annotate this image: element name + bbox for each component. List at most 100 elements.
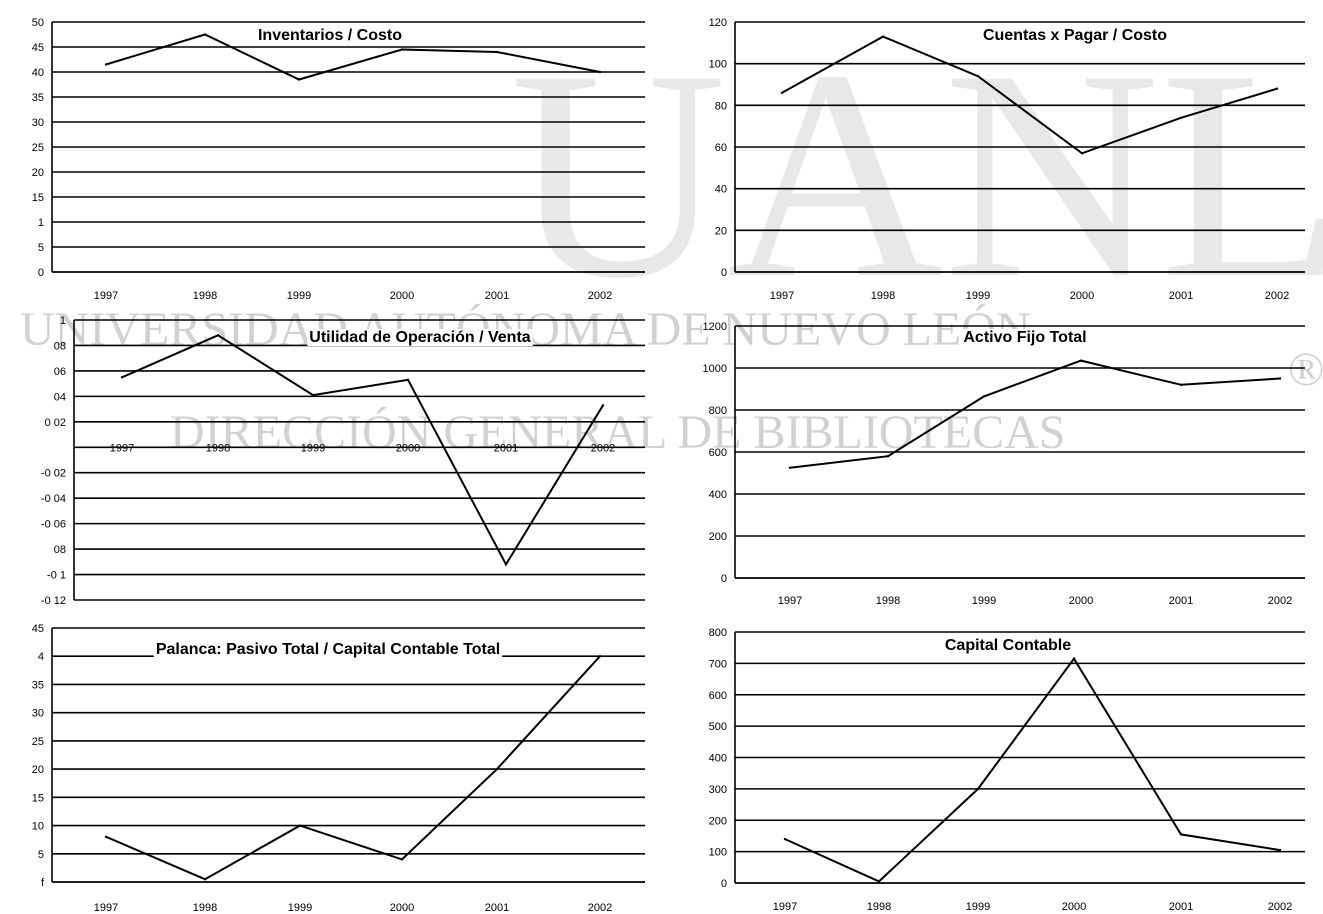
data-point bbox=[311, 393, 315, 397]
x-tick-label: 2000 bbox=[1070, 290, 1094, 302]
data-point bbox=[1179, 116, 1183, 120]
y-tick-label: 400 bbox=[709, 489, 727, 501]
y-tick-label: 0 bbox=[721, 878, 727, 890]
x-tick-label: 2000 bbox=[396, 442, 420, 454]
y-tick-label: 5 bbox=[38, 242, 44, 254]
x-tick-label: 1998 bbox=[871, 290, 895, 302]
x-tick-label: 1999 bbox=[301, 442, 325, 454]
data-point bbox=[504, 563, 508, 566]
y-tick-label: 45 bbox=[32, 623, 44, 635]
data-point bbox=[203, 877, 207, 881]
y-tick-label: 300 bbox=[709, 784, 727, 796]
data-point bbox=[120, 376, 124, 379]
y-tick-label: -0 12 bbox=[41, 595, 66, 607]
y-tick-label: 800 bbox=[709, 405, 727, 417]
chart-4: 0 200 400 600 800 1000 1200 1997 1998 1999 2000 200… bbox=[703, 321, 1305, 607]
data-point bbox=[976, 74, 980, 78]
data-point bbox=[1275, 87, 1279, 90]
x-tick-label: 2001 bbox=[485, 290, 509, 302]
chart-3: -0 12 -0 1 08 -0 06 -0 04 -0 02 0 02 04 06 08 1 199… bbox=[41, 315, 645, 607]
y-tick-label: 35 bbox=[32, 679, 44, 691]
x-tick-label: 1997 bbox=[94, 290, 118, 302]
chart-title: Cuentas x Pagar / Costo bbox=[983, 27, 1167, 44]
x-tick-label: 1998 bbox=[876, 595, 900, 607]
data-point bbox=[216, 334, 220, 337]
y-tick-label: 04 bbox=[54, 391, 66, 403]
y-tick-label: 4 bbox=[38, 651, 44, 663]
series-line bbox=[105, 33, 601, 81]
y-tick-label: 06 bbox=[54, 366, 66, 378]
data-point bbox=[881, 35, 885, 38]
y-tick-label: 20 bbox=[32, 764, 44, 776]
y-tick-label: 600 bbox=[709, 690, 727, 702]
data-point bbox=[203, 33, 207, 36]
x-tick-label: 1997 bbox=[110, 442, 134, 454]
series-line bbox=[121, 334, 604, 567]
chart-title-bg bbox=[153, 641, 503, 658]
y-tick-label: 30 bbox=[32, 708, 44, 720]
x-tick-label: 2001 bbox=[1169, 595, 1193, 607]
y-tick-label: 1200 bbox=[703, 321, 727, 333]
chart-1: 0 5 1 15 20 25 30 35 40 45 50 1997 1998 1999 2000 2001 2… bbox=[32, 17, 645, 302]
y-tick-label: 40 bbox=[715, 184, 727, 196]
series-line bbox=[781, 35, 1278, 155]
y-tick-label: 0 bbox=[721, 573, 727, 585]
y-tick-label: 20 bbox=[715, 225, 727, 237]
data-point bbox=[1179, 833, 1183, 836]
y-tick-label: 1 bbox=[38, 217, 44, 229]
x-tick-label: 1997 bbox=[773, 901, 797, 913]
y-tick-label: 35 bbox=[32, 92, 44, 104]
y-tick-label: 40 bbox=[32, 67, 44, 79]
x-tick-label: 1997 bbox=[94, 902, 118, 914]
data-point bbox=[400, 858, 404, 861]
x-tick-label: 2002 bbox=[588, 902, 612, 914]
data-point bbox=[297, 78, 301, 81]
series-line bbox=[784, 656, 1281, 883]
y-tick-label: 80 bbox=[715, 100, 727, 112]
chart-title: Inventarios / Costo bbox=[258, 27, 402, 44]
y-tick-label: 08 bbox=[54, 544, 66, 556]
chart-title: Activo Fijo Total bbox=[963, 329, 1086, 346]
x-tick-label: 2002 bbox=[588, 290, 612, 302]
data-point bbox=[495, 767, 499, 771]
data-point bbox=[1179, 383, 1183, 386]
y-tick-label: 100 bbox=[709, 59, 727, 71]
data-point bbox=[495, 50, 499, 54]
y-tick-label: 10 bbox=[32, 821, 44, 833]
chart-title-bg bbox=[307, 329, 533, 346]
x-tick-label: 2002 bbox=[591, 442, 615, 454]
chart-title-bg bbox=[942, 637, 1074, 654]
y-tick-label: -0 1 bbox=[47, 570, 66, 582]
x-tick-label: 1999 bbox=[287, 290, 311, 302]
y-tick-label: 25 bbox=[32, 736, 44, 748]
y-tick-label: 0 bbox=[721, 267, 727, 279]
x-tick-label: 2001 bbox=[485, 902, 509, 914]
chart-title: Utilidad de Operación / Venta bbox=[309, 329, 530, 346]
x-tick-label: 2002 bbox=[1268, 901, 1292, 913]
data-point bbox=[976, 787, 980, 791]
data-point bbox=[788, 466, 792, 469]
chart-title-bg bbox=[255, 27, 405, 44]
y-tick-label: 20 bbox=[32, 167, 44, 179]
y-tick-label: 50 bbox=[32, 17, 44, 29]
y-tick-label: 800 bbox=[709, 627, 727, 639]
chart-6: 0 100 200 300 400 500 600 700 800 1997 1998 1999 200… bbox=[709, 627, 1305, 913]
y-tick-label: 15 bbox=[32, 792, 44, 804]
data-point bbox=[601, 404, 605, 407]
data-point bbox=[1278, 848, 1282, 852]
chart-title: Palanca: Pasivo Total / Capital Contable… bbox=[156, 641, 500, 658]
chart-2: 0 20 40 60 80 100 120 1997 1998 1999 2000 2001 2002 C… bbox=[709, 17, 1305, 302]
x-tick-label: 1999 bbox=[966, 901, 990, 913]
y-tick-label: -0 04 bbox=[41, 493, 66, 505]
y-tick-label: 500 bbox=[709, 721, 727, 733]
y-tick-label: 400 bbox=[709, 753, 727, 765]
x-tick-label: 1998 bbox=[193, 290, 217, 302]
y-tick-label: 0 bbox=[38, 267, 44, 279]
y-tick-label: 600 bbox=[709, 447, 727, 459]
y-tick-label: 0 02 bbox=[45, 417, 66, 429]
x-tick-label: 2001 bbox=[1169, 901, 1193, 913]
watermark-library: DIRECCIÓN GENERAL DE BIBLIOTECAS bbox=[170, 405, 1066, 459]
watermark-uanl: UANL bbox=[510, 8, 1323, 340]
x-tick-label: 2000 bbox=[1069, 595, 1093, 607]
